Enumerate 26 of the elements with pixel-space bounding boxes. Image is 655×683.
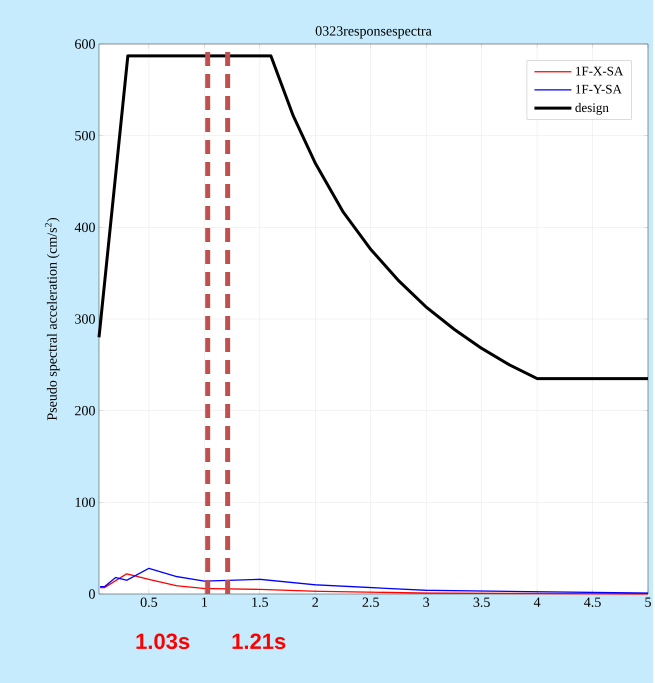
x-tick-label: 1.5	[252, 598, 268, 607]
x-tick-label: 4	[534, 598, 540, 607]
y-tick-label: 200	[75, 406, 96, 416]
x-tick-label: 5	[645, 598, 652, 607]
legend-label: 1F-Y-SA	[576, 84, 622, 94]
chart-title: 0323responsespectra	[316, 26, 432, 38]
line-series	[100, 568, 649, 594]
line-series	[100, 573, 649, 595]
ref-line-label: 1.03s	[136, 634, 190, 650]
y-tick-label: 400	[74, 222, 96, 232]
y-tick-label: 0	[89, 589, 96, 599]
x-tick-label: 4.5	[584, 598, 601, 607]
x-tick-label: 0.5	[140, 598, 158, 608]
y-tick-label: 600	[75, 39, 96, 49]
ref-line-label: 1.21s	[232, 634, 286, 650]
x-tick-label: 3.5	[474, 598, 490, 607]
y-tick-label: 100	[76, 498, 96, 508]
y-axis-title: Pseudo spectral acceleration (cm/s$^{2}$)	[44, 218, 60, 420]
legend-label: 1F-X-SA	[576, 66, 624, 76]
x-tick-label: 2	[312, 598, 318, 607]
y-tick-label: 300	[75, 314, 96, 324]
x-tick-label: 2.5	[362, 598, 380, 607]
legend-label: design	[575, 102, 609, 115]
y-tick-label: 500	[75, 130, 96, 140]
x-tick-label: 3	[423, 598, 430, 607]
x-tick-label: 1	[202, 598, 208, 607]
